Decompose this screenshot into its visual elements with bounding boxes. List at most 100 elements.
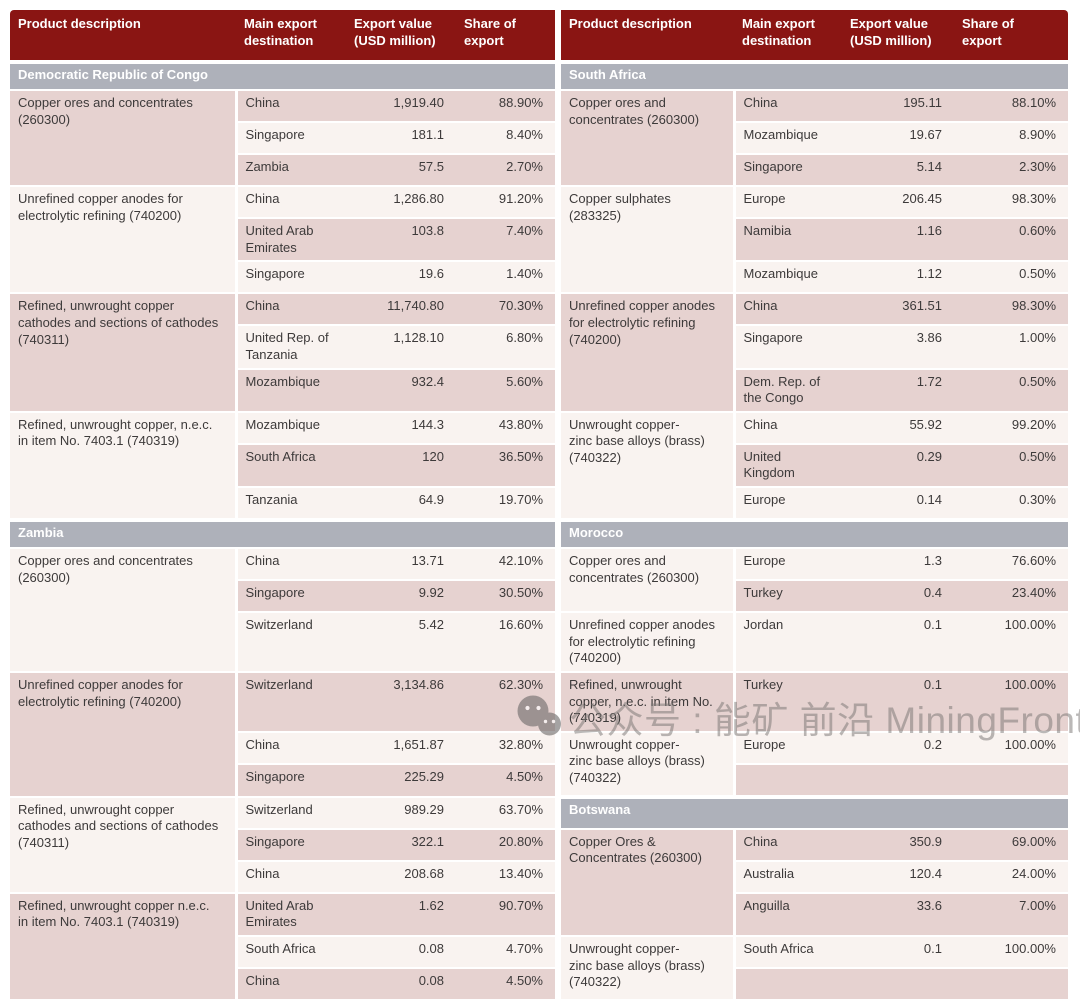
value-cell: 181.1	[346, 121, 456, 154]
column-header: Product description	[555, 10, 734, 62]
product-desc-cell: Copper ores and concentrates (260300)	[10, 547, 236, 672]
share-cell: 98.30%	[954, 292, 1068, 326]
value-cell: 19.6	[346, 260, 456, 294]
value-cell: 9.92	[346, 579, 456, 612]
destination-cell: United Arab Emirates	[234, 216, 346, 262]
destination-cell: China	[234, 185, 346, 218]
column-header: Share of export	[954, 10, 1068, 62]
value-cell: 208.68	[346, 859, 456, 893]
value-cell: 19.67	[842, 121, 954, 154]
destination-cell: Zambia	[234, 153, 346, 186]
share-cell: 100.00%	[954, 730, 1068, 764]
value-cell: 5.42	[346, 611, 456, 672]
product-desc-cell: Unrefined copper anodes for electrolytic…	[555, 611, 734, 672]
product-desc-cell: Copper sulphates (283325)	[555, 184, 734, 294]
value-cell: 0.4	[842, 579, 954, 612]
destination-cell: China	[234, 967, 346, 999]
copper-export-table: Product description Main export destinati…	[10, 10, 1068, 999]
destination-cell: China	[234, 292, 346, 326]
section-header: South Africa	[555, 60, 1068, 91]
destination-cell: Switzerland	[234, 670, 346, 732]
share-cell: 100.00%	[954, 670, 1068, 732]
share-cell: 20.80%	[456, 827, 558, 861]
header-row: Product description Main export destinati…	[10, 10, 1068, 62]
destination-cell: Singapore	[234, 762, 346, 797]
share-cell: 100.00%	[954, 935, 1068, 968]
destination-cell: Singapore	[732, 324, 842, 369]
product-desc-cell: Refined, unwrought copper, n.e.c. in ite…	[10, 410, 236, 520]
destination-cell: Tanzania	[234, 486, 346, 520]
destination-cell: Europe	[732, 185, 842, 218]
destination-cell: China	[234, 547, 346, 580]
value-cell: 55.92	[842, 410, 954, 444]
destination-cell: Namibia	[732, 216, 842, 262]
value-cell: 0.29	[842, 442, 954, 487]
destination-cell: China	[732, 292, 842, 326]
value-cell: 144.3	[346, 410, 456, 444]
destination-cell: Jordan	[732, 611, 842, 672]
share-cell: 1.40%	[456, 260, 558, 294]
share-cell: 0.50%	[954, 367, 1068, 412]
destination-cell: Singapore	[234, 579, 346, 612]
product-desc-cell: Refined, unwrought copper, n.e.c. in ite…	[555, 670, 734, 732]
column-header: Product description	[10, 10, 236, 62]
share-cell: 5.60%	[456, 367, 558, 412]
share-cell: 7.00%	[954, 891, 1068, 936]
destination-cell: China	[234, 859, 346, 893]
destination-cell: Europe	[732, 547, 842, 580]
destination-cell: Mozambique	[234, 367, 346, 412]
share-cell: 4.50%	[456, 762, 558, 797]
share-cell: 0.50%	[954, 442, 1068, 487]
share-cell: 99.20%	[954, 410, 1068, 444]
share-cell: 70.30%	[456, 292, 558, 326]
destination-cell: Singapore	[234, 121, 346, 154]
value-cell: 5.14	[842, 153, 954, 186]
table-row: Democratic Republic of Congo South Africa	[10, 60, 1068, 91]
section-header: Zambia	[10, 518, 558, 549]
share-cell: 36.50%	[456, 442, 558, 487]
destination-cell: Dem. Rep. of the Congo	[732, 367, 842, 412]
column-header: Main export destination	[236, 10, 346, 62]
product-desc-cell: Unrefined copper anodes for electrolytic…	[10, 184, 236, 294]
product-desc-cell: Copper Ores & Concentrates (260300)	[555, 827, 734, 936]
destination-cell: Singapore	[234, 260, 346, 294]
value-cell: 1.16	[842, 216, 954, 262]
value-cell: 120.4	[842, 859, 954, 893]
value-cell: 0.2	[842, 730, 954, 764]
destination-cell: Turkey	[732, 579, 842, 612]
table-row: Copper ores and concentrates (260300) Chi…	[10, 89, 1068, 186]
value-cell: 3.86	[842, 324, 954, 369]
share-cell: 42.10%	[456, 547, 558, 580]
share-cell: 30.50%	[456, 579, 558, 612]
share-cell	[954, 762, 1068, 797]
destination-cell: United Arab Emirates	[234, 891, 346, 936]
value-cell: 322.1	[346, 827, 456, 861]
destination-cell: China	[234, 89, 346, 122]
value-cell: 0.08	[346, 935, 456, 968]
share-cell: 19.70%	[456, 486, 558, 520]
share-cell: 91.20%	[456, 185, 558, 218]
column-header: Export value (USD million)	[842, 10, 954, 62]
destination-cell: South Africa	[234, 935, 346, 968]
share-cell: 88.90%	[456, 89, 558, 122]
value-cell: 1.12	[842, 260, 954, 294]
page: Product description Main export destinati…	[10, 10, 1080, 999]
value-cell: 1.3	[842, 547, 954, 580]
destination-cell: Anguilla	[732, 891, 842, 936]
column-header: Main export destination	[734, 10, 842, 62]
value-cell: 11,740.80	[346, 292, 456, 326]
share-cell: 1.00%	[954, 324, 1068, 369]
destination-cell	[732, 762, 842, 797]
share-cell: 23.40%	[954, 579, 1068, 612]
destination-cell: Switzerland	[234, 611, 346, 672]
table-row: Unrefined copper anodes for electrolytic…	[10, 670, 1068, 797]
share-cell: 4.50%	[456, 967, 558, 999]
destination-cell: Mozambique	[732, 260, 842, 294]
destination-cell: Europe	[732, 486, 842, 520]
table-row: Singapore 19.6 1.40% Mozambique 1.12 0.50%	[10, 260, 1068, 294]
value-cell: 1,286.80	[346, 185, 456, 218]
table-row: United Arab Emirates 103.8 7.40% Namibia 1.1…	[10, 216, 1068, 262]
value-cell: 0.14	[842, 486, 954, 520]
table-body: Democratic Republic of Congo South Africa…	[10, 60, 1068, 999]
table-row: Refined, unwrought copper n.e.c. in item…	[10, 891, 1068, 999]
